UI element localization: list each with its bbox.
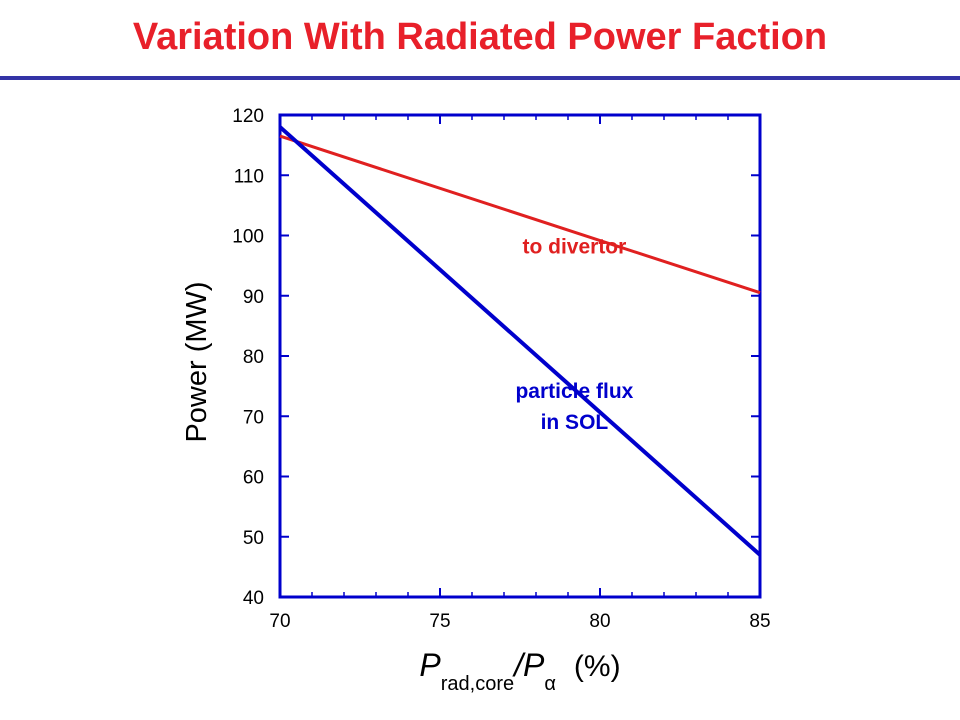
- x-tick-label: 75: [429, 611, 450, 632]
- minor-ticks: [311, 115, 729, 597]
- x-tick-label: 70: [269, 611, 290, 632]
- y-tick-label: 70: [243, 407, 264, 428]
- y-tick-label: 100: [232, 227, 264, 248]
- y-tick-label: 50: [243, 528, 264, 549]
- y-tick-label: 40: [243, 588, 264, 609]
- x-axis-title: Prad,core/Pα (%): [419, 647, 620, 695]
- y-tick-label: 60: [243, 468, 264, 489]
- plot-frame: [278, 113, 762, 599]
- x-axis-title-sub2: α: [544, 673, 556, 695]
- y-tick-labels: 40 50 60 70 80 90 100 110 120: [232, 106, 264, 609]
- series-label-2: particle flux: [515, 380, 633, 403]
- slide-title: Variation With Radiated Power Faction: [132, 16, 828, 58]
- x-axis-title-slash: /P: [512, 647, 545, 683]
- x-tick-label: 85: [749, 611, 770, 632]
- series-lines: [278, 125, 762, 557]
- series-line-2: [278, 125, 762, 557]
- series-labels: to divertor particle flux in SOL: [515, 236, 633, 435]
- x-axis-title-unit: (%): [574, 650, 621, 683]
- y-tick-label: 110: [234, 166, 264, 187]
- y-axis-title: Power (MW): [181, 281, 213, 442]
- y-tick-label: 120: [232, 106, 264, 127]
- y-tick-label: 80: [243, 347, 264, 368]
- y-tick-label: 90: [243, 287, 264, 308]
- title-divider: [0, 76, 960, 80]
- x-tick-label: 80: [589, 611, 610, 632]
- x-axis-title-main: P: [419, 647, 441, 683]
- series-label-2: in SOL: [541, 411, 609, 434]
- series-line-1: [279, 134, 761, 295]
- major-ticks: [279, 114, 761, 598]
- x-axis-title-sub: rad,core: [441, 673, 514, 695]
- x-tick-labels: 70 75 80 85: [269, 611, 770, 632]
- series-label-1: to divertor: [522, 236, 626, 259]
